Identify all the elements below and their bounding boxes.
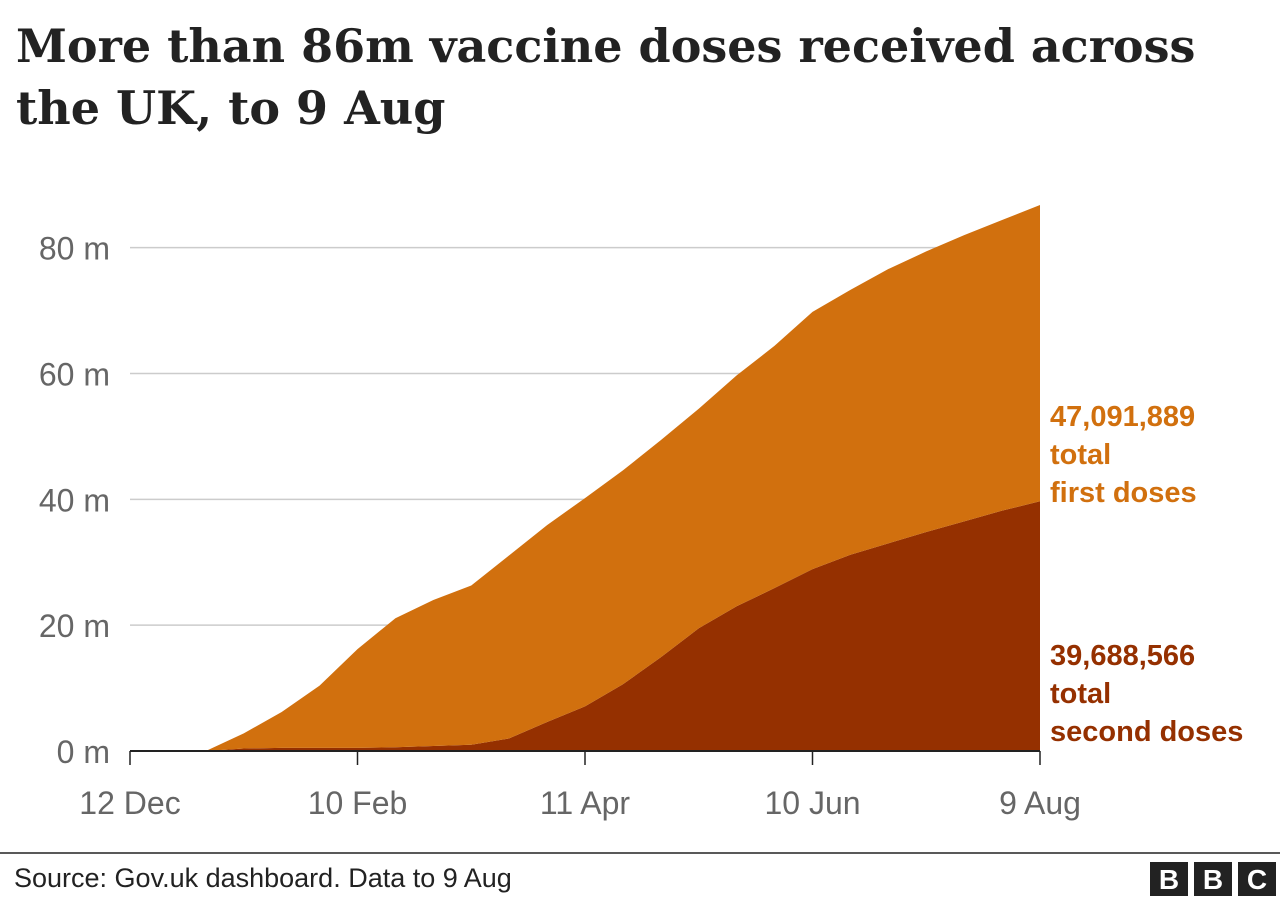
chart-title: the UK, to 9 Aug [16,81,445,135]
series-label: second doses [1050,716,1243,748]
logo-letter: C [1247,864,1267,895]
x-tick-label: 12 Dec [79,785,180,821]
chart-title: More than 86m vaccine doses received acr… [16,19,1195,73]
logo-letter: B [1159,864,1179,895]
y-tick-label: 0 m [57,734,110,770]
y-tick-label: 20 m [39,608,110,644]
area [130,501,1040,751]
y-tick-label: 80 m [39,231,110,267]
logo-box [1194,862,1232,896]
series-label: total [1050,439,1111,471]
logo-letter: B [1203,864,1223,895]
logo-box [1150,862,1188,896]
x-tick-label: 11 Apr [540,785,630,821]
x-tick-label: 10 Feb [308,785,408,821]
x-tick-label: 9 Aug [999,785,1081,821]
x-tick-label: 10 Jun [764,785,860,821]
series-label: total [1050,678,1111,710]
source: Source: Gov.uk dashboard. Data to 9 Aug [14,863,512,893]
value-label: 47,091,889 [1050,401,1195,433]
series-label: first doses [1050,477,1197,509]
value-label: 39,688,566 [1050,640,1195,672]
area [130,204,1040,751]
logo-box [1238,862,1276,896]
y-tick-label: 60 m [39,356,110,392]
y-tick-label: 40 m [39,482,110,518]
